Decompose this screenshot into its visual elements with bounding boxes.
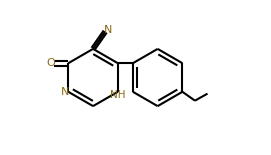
Text: N: N — [60, 87, 69, 97]
Text: O: O — [46, 58, 55, 68]
Text: NH: NH — [110, 91, 125, 100]
Text: N: N — [104, 25, 112, 35]
